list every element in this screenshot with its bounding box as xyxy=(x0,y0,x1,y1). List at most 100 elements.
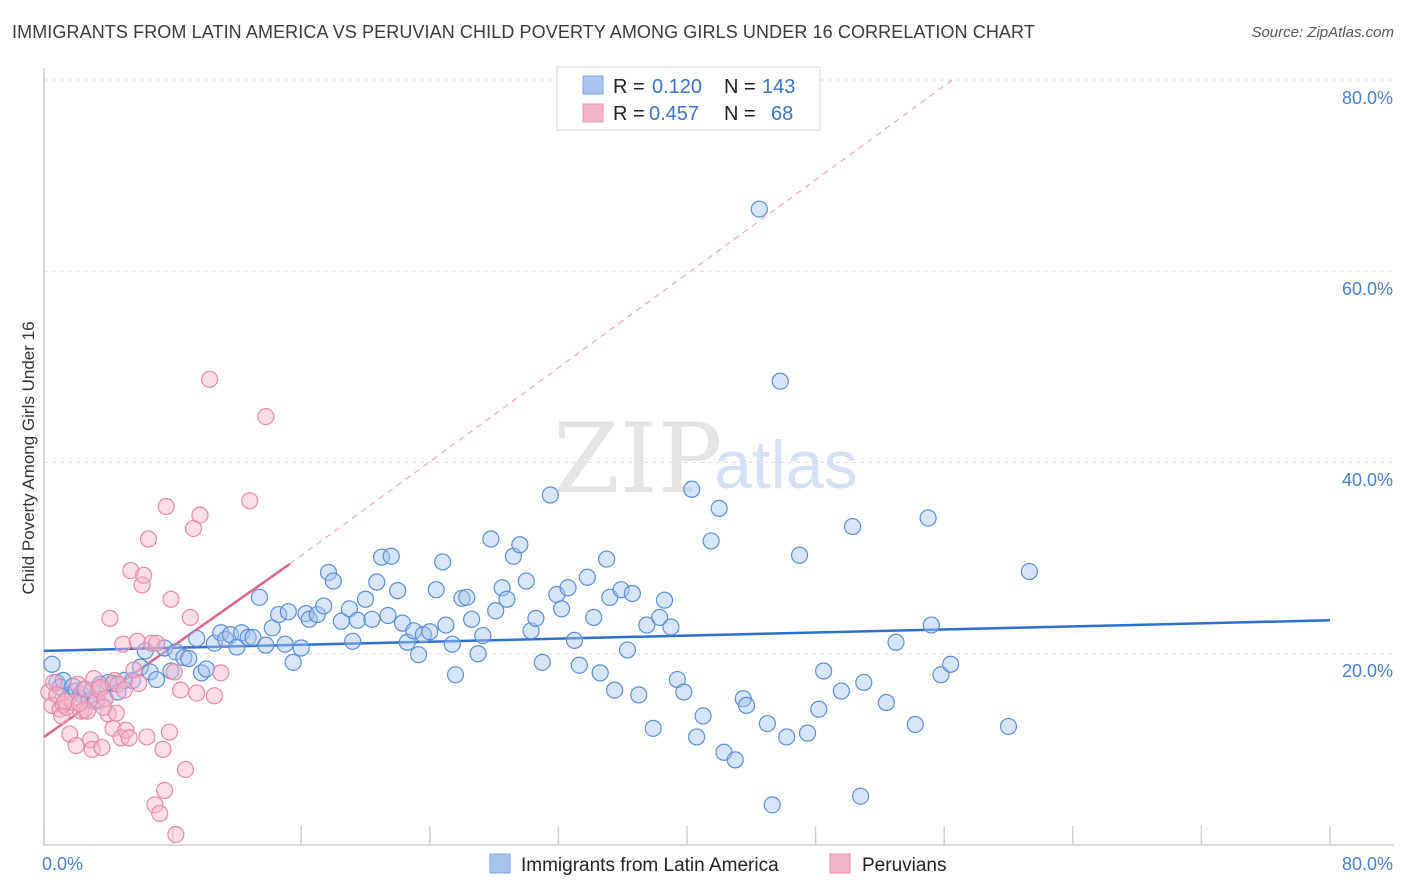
point-peruvians xyxy=(241,492,259,510)
point-latin-america xyxy=(852,787,870,805)
point-latin-america xyxy=(474,626,492,645)
stats-box: R = 0.120 N = 143 R = 0.457 N = 68 xyxy=(556,66,821,131)
point-latin-america xyxy=(750,200,768,218)
point-latin-america xyxy=(250,588,269,606)
point-latin-america xyxy=(565,631,584,649)
point-latin-america xyxy=(932,666,950,684)
y-axis-label: Child Poverty Among Girls Under 16 xyxy=(19,321,38,594)
point-peruvians xyxy=(212,664,230,682)
point-latin-america xyxy=(919,509,937,527)
point-latin-america xyxy=(308,605,326,624)
y-tick-label-80: 80.0% xyxy=(1342,88,1393,108)
point-latin-america xyxy=(292,639,310,657)
point-peruvians xyxy=(56,692,74,711)
legend-label-peruvians: Peruvians xyxy=(862,855,947,876)
point-latin-america xyxy=(855,673,873,692)
point-latin-america xyxy=(469,645,487,663)
point-latin-america xyxy=(815,662,833,680)
stats-swatch-pink xyxy=(582,103,604,123)
point-latin-america xyxy=(591,664,609,682)
point-peruvians xyxy=(69,675,87,693)
point-latin-america xyxy=(458,588,476,606)
y-tick-label-40: 40.0% xyxy=(1342,470,1393,490)
point-peruvians xyxy=(165,663,183,681)
point-peruvians xyxy=(135,566,153,584)
point-latin-america xyxy=(655,591,674,609)
point-latin-america xyxy=(570,656,588,674)
point-latin-america xyxy=(942,655,960,673)
point-peruvians xyxy=(162,590,180,608)
stats-r-value-2: 0.457 xyxy=(649,103,699,125)
point-peruvians xyxy=(120,729,138,747)
point-latin-america xyxy=(279,603,297,621)
point-latin-america xyxy=(533,653,551,671)
point-latin-america xyxy=(877,693,895,712)
point-latin-america xyxy=(421,623,439,641)
point-latin-america xyxy=(434,553,452,571)
stats-r-label-1: R = xyxy=(613,76,645,98)
legend-label-latin-america: Immigrants from Latin America xyxy=(521,855,779,876)
point-latin-america xyxy=(832,682,850,700)
point-peruvians xyxy=(94,698,113,716)
point-latin-america xyxy=(810,700,828,718)
point-latin-america xyxy=(559,579,577,597)
point-peruvians xyxy=(167,825,185,844)
point-latin-america xyxy=(276,635,294,653)
point-latin-america xyxy=(726,751,744,769)
point-peruvians xyxy=(70,694,88,713)
point-latin-america xyxy=(527,609,545,627)
point-latin-america xyxy=(205,634,223,652)
point-latin-america xyxy=(999,717,1018,736)
axes xyxy=(43,68,1394,846)
x-ticks xyxy=(43,826,1331,845)
point-peruvians xyxy=(85,670,103,688)
point-latin-america xyxy=(239,628,257,647)
point-latin-america xyxy=(1020,562,1038,581)
point-latin-america xyxy=(906,715,924,734)
point-latin-america xyxy=(188,629,206,648)
point-latin-america xyxy=(379,606,397,625)
point-latin-america xyxy=(197,660,215,678)
point-peruvians xyxy=(157,497,175,516)
point-peruvians xyxy=(114,635,132,653)
point-latin-america xyxy=(758,714,776,733)
point-latin-america xyxy=(688,728,706,746)
legend-swatch-latin-america xyxy=(489,853,511,874)
point-latin-america xyxy=(737,696,756,714)
y-tick-label-60: 60.0% xyxy=(1342,279,1393,299)
point-latin-america xyxy=(644,719,662,737)
point-latin-america xyxy=(662,618,680,636)
point-latin-america xyxy=(462,610,481,628)
point-latin-america xyxy=(517,572,535,590)
point-latin-america xyxy=(482,530,500,548)
point-latin-america xyxy=(675,683,693,701)
point-latin-america xyxy=(368,573,386,591)
legend-swatch-peruvians xyxy=(829,853,851,874)
point-latin-america xyxy=(790,546,809,564)
point-latin-america xyxy=(606,681,624,699)
point-latin-america xyxy=(623,584,641,603)
point-peruvians xyxy=(122,561,140,580)
point-latin-america xyxy=(257,636,275,654)
legend: Immigrants from Latin America Peruvians xyxy=(489,853,947,876)
point-latin-america xyxy=(651,608,669,627)
point-peruvians xyxy=(160,723,178,741)
point-latin-america xyxy=(511,536,529,554)
watermark-zip: ZIP xyxy=(553,403,722,515)
y-tick-label-20: 20.0% xyxy=(1342,661,1393,681)
point-peruvians xyxy=(181,608,199,627)
point-peruvians xyxy=(138,728,156,746)
grid-lines xyxy=(44,79,1394,655)
point-latin-america xyxy=(427,581,445,599)
stats-swatch-blue xyxy=(582,75,604,95)
point-latin-america xyxy=(180,649,198,668)
point-latin-america xyxy=(315,597,333,615)
point-latin-america xyxy=(798,724,817,742)
watermark-atlas: atlas xyxy=(714,427,858,503)
point-latin-america xyxy=(319,563,338,582)
point-peruvians xyxy=(188,684,206,702)
data-points xyxy=(40,200,1038,844)
point-latin-america xyxy=(409,646,428,664)
point-latin-america xyxy=(778,728,796,746)
